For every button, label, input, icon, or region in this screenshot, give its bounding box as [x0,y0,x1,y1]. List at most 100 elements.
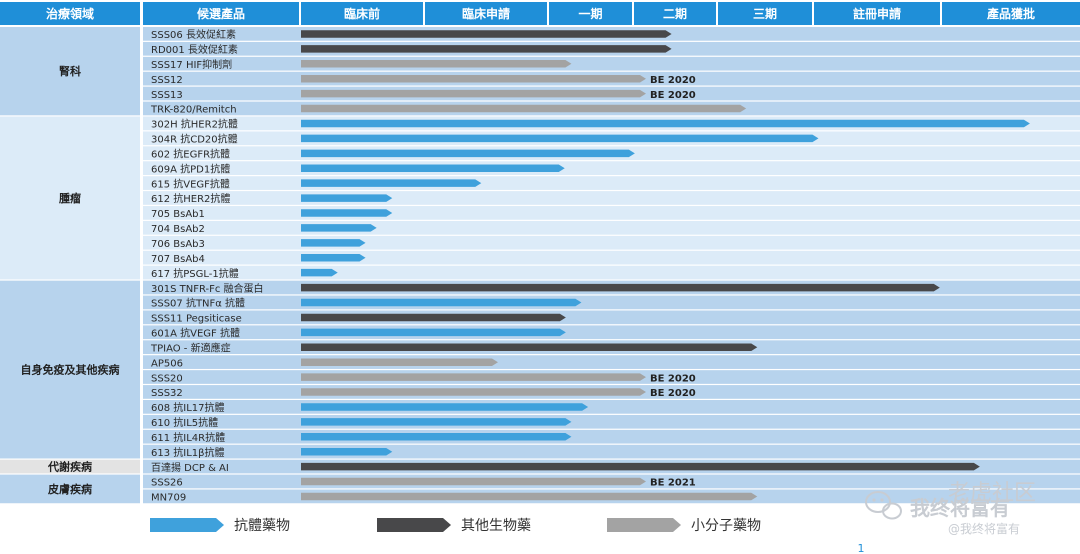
progress-bar [301,134,819,143]
product-label: SSS26 [151,478,183,489]
progress-bar [301,209,393,217]
header-row: 治療領域 候選產品 臨床前 臨床申請 一期 二期 三期 註冊申請 產品獲批 [0,2,1080,25]
legend-swatch [607,518,681,532]
row-band [143,295,1080,310]
wechat-icon [865,491,902,520]
progress-bar [301,358,498,366]
area-label: 腫瘤 [59,191,81,205]
product-label: 609A 抗PD1抗體 [151,162,230,175]
progress-bar [301,119,1030,128]
product-label: SSS07 抗TNFα 抗體 [151,297,245,310]
row-band [143,220,1080,235]
header-label: 臨床前 [344,6,380,21]
header-cell [425,2,547,25]
header-cell [143,2,299,25]
product-label: 705 BsAb1 [151,209,205,220]
area-cell [0,280,140,459]
product-rows: SSS06 長效促紅素 RD001 長效促紅素 SSS17 HIF抑制劑 SSS12 B… [150,28,1030,504]
legend-swatch [150,518,224,532]
progress-bar [301,343,758,352]
row-band [143,414,1080,429]
bar-note: BE 2020 [650,388,696,399]
legend-swatch [377,518,451,532]
progress-bar [301,164,565,172]
header-cell [301,2,423,25]
progress-bar [301,433,572,441]
header-label: 二期 [663,6,687,21]
header-label: 一期 [578,6,602,21]
product-label: TRK-820/Remitch [150,105,237,116]
product-label: 610 抗IL5抗體 [151,416,218,429]
bar-note: BE 2020 [650,90,696,101]
progress-bar [301,477,646,486]
progress-bar [301,104,747,113]
header-cell [634,2,716,25]
product-label: 615 抗VEGF抗體 [151,177,230,190]
area-cell [0,459,140,474]
product-label: SSS20 [151,373,183,384]
row-band [143,355,1080,369]
header-cell [0,2,140,25]
row-band [143,325,1080,340]
product-label: 302H 抗HER2抗體 [151,118,238,131]
header-label: 治療領域 [46,6,94,21]
bar-note: BE 2020 [650,373,696,384]
area-cell [0,474,140,504]
area-label: 自身免疫及其他疾病 [21,363,120,377]
product-label: RD001 長效促紅素 [151,43,238,56]
area-label: 腎科 [59,64,81,78]
progress-bar [301,60,572,68]
product-label: 617 抗PSGL-1抗體 [151,267,239,280]
progress-bar [301,462,980,471]
product-label: MN709 [151,493,186,504]
progress-bar [301,89,646,98]
area-cell [0,27,140,116]
row-band [143,310,1080,325]
row-band [143,265,1080,280]
product-label: SSS12 [151,75,183,86]
legend-label: 小分子藥物 [691,518,761,534]
product-label: 611 抗IL4R抗體 [151,431,225,444]
header-cell [814,2,940,25]
progress-bar [301,283,940,292]
watermark-line2: 我终将富有 [910,496,1010,520]
legend-label: 其他生物藥 [461,518,531,534]
row-bands [143,27,1080,504]
progress-bar [301,224,377,232]
progress-bar [301,194,393,202]
progress-bar [301,373,646,381]
product-label: 602 抗EGFR抗體 [151,147,230,160]
row-band [143,176,1080,190]
page-number: 1 [858,542,865,554]
row-band [143,444,1080,459]
watermark-line1: 老虎社区 [948,481,1036,506]
progress-bar [301,268,338,277]
progress-bar [301,254,366,262]
row-band [143,206,1080,220]
product-label: 613 抗IL1β抗體 [151,446,225,459]
progress-bar [301,30,672,38]
progress-bar [301,298,582,307]
product-label: 百達揚 DCP & AI [151,461,229,474]
legend-label: 抗體藥物 [234,518,290,534]
product-label: 707 BsAb4 [151,254,205,265]
product-label: 612 抗HER2抗體 [151,192,230,205]
product-label: 706 BsAb3 [151,239,205,250]
watermark-line3: @我终将富有 [948,521,1020,536]
row-band [143,191,1080,205]
area-cell [0,116,140,280]
product-label: 304R 抗CD20抗體 [151,133,238,146]
progress-bar [301,447,393,456]
area-label: 代謝疾病 [47,460,92,474]
product-label: AP506 [151,358,183,369]
legend: 抗體藥物 其他生物藥 小分子藥物 1 [150,518,865,554]
header-label: 三期 [753,6,777,21]
product-label: 608 抗IL17抗體 [151,401,225,414]
row-band [143,250,1080,265]
product-label: SSS11 Pegsiticase [151,314,242,325]
row-band [143,235,1080,250]
bar-note: BE 2021 [650,478,696,489]
header-label: 候選產品 [197,6,245,21]
